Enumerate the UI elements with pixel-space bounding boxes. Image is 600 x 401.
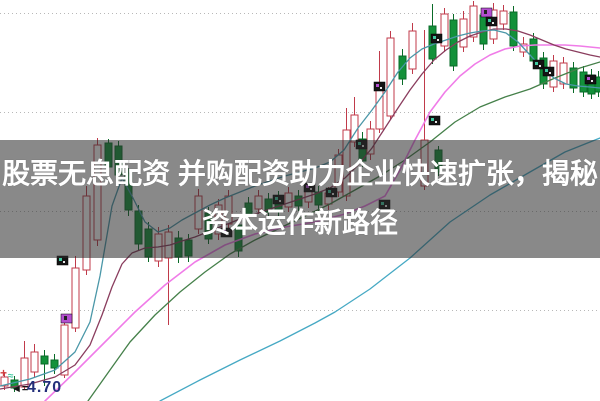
headline-overlay: 股票无息配资 并购配资助力企业快速扩张，揭秘 资本运作新路径	[0, 140, 600, 258]
price-label: 4.70	[27, 379, 63, 396]
corner-tick-icon: ≈	[8, 371, 13, 382]
corner-cross-icon: +	[0, 366, 8, 380]
headline-line-1: 股票无息配资 并购配资助力企业快速扩张，揭秘	[2, 158, 598, 189]
headline-line-2: 资本运作新路径	[201, 207, 398, 238]
left-arrow-icon: ◄=	[11, 383, 29, 395]
